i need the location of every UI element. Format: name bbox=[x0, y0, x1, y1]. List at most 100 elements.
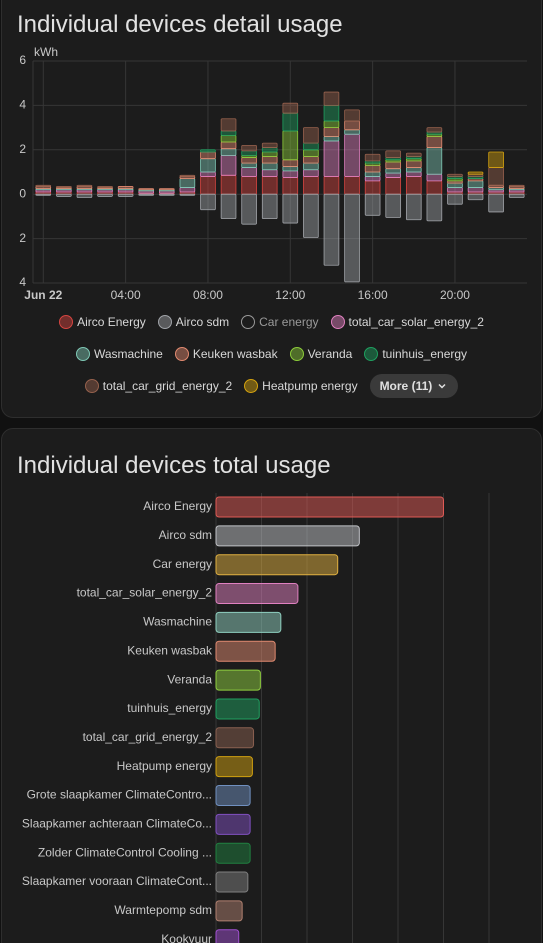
bar-segment bbox=[488, 193, 504, 213]
legend-item[interactable]: Airco Energy bbox=[59, 312, 146, 332]
chevron bbox=[438, 383, 446, 389]
bar-segment bbox=[220, 174, 237, 195]
bar-segment bbox=[138, 188, 155, 191]
bar-segment bbox=[282, 170, 299, 178]
bar-segment bbox=[303, 169, 319, 177]
legend-item[interactable]: Car energy bbox=[241, 312, 319, 332]
legend-label: Airco sdm bbox=[175, 315, 230, 329]
bar-segment bbox=[426, 173, 443, 182]
bar-segment bbox=[405, 171, 422, 177]
bar-segment bbox=[447, 182, 463, 188]
bar-segment bbox=[200, 151, 216, 160]
bar-segment bbox=[282, 112, 299, 132]
bar-segment bbox=[364, 193, 381, 216]
bar-segment bbox=[200, 176, 216, 195]
bar-segment bbox=[220, 193, 237, 220]
bar-segment bbox=[467, 180, 484, 188]
y-tick-label: Warmtepomp sdm bbox=[114, 903, 212, 917]
y-tick-label: Grote slaapkamer ClimateContro... bbox=[27, 788, 212, 802]
bar-segment bbox=[364, 164, 381, 173]
y-tick-label: 2 bbox=[19, 231, 26, 245]
bar-segment bbox=[488, 167, 504, 186]
bar-segment bbox=[323, 120, 340, 129]
legend-item[interactable]: Veranda bbox=[289, 344, 352, 364]
legend-item[interactable]: Keuken wasbak bbox=[174, 344, 278, 364]
bar-segment bbox=[303, 142, 319, 151]
bar bbox=[215, 756, 253, 778]
bar-segment bbox=[323, 140, 340, 177]
bar-segment bbox=[261, 193, 278, 220]
y-tick-label: Keuken wasbak bbox=[127, 643, 213, 657]
bar-segment bbox=[323, 105, 340, 122]
bar-segment bbox=[344, 129, 360, 135]
legend-label: Heatpump energy bbox=[262, 379, 358, 393]
x-tick-label: 08:00 bbox=[193, 288, 223, 302]
legend-label: total_car_grid_energy_2 bbox=[102, 379, 233, 393]
bar bbox=[215, 871, 249, 893]
bar-segment bbox=[385, 172, 402, 178]
bar-segment bbox=[282, 159, 299, 167]
bar-segment bbox=[282, 102, 299, 114]
legend-item[interactable]: total_car_solar_energy_2 bbox=[330, 312, 484, 332]
bar-segment bbox=[117, 186, 134, 190]
bar-segment bbox=[467, 193, 484, 201]
bar-segment bbox=[344, 120, 360, 131]
y-tick-label: Slaapkamer vooraan ClimateCont... bbox=[22, 874, 212, 888]
bar-segment bbox=[426, 127, 443, 133]
bar-segment bbox=[426, 147, 443, 175]
bar-segment bbox=[138, 193, 155, 196]
bar-segment bbox=[35, 184, 52, 187]
legend-swatch bbox=[84, 379, 99, 393]
bar-segment bbox=[303, 156, 319, 164]
bar-segment bbox=[385, 161, 402, 170]
legend-item[interactable]: Wasmachine bbox=[75, 344, 163, 364]
bar-segment bbox=[344, 133, 360, 177]
bar-segment bbox=[76, 184, 93, 187]
more-button[interactable]: More (11) bbox=[369, 374, 459, 398]
bar-segment bbox=[364, 180, 381, 195]
bar-segment bbox=[241, 157, 257, 164]
bar-segment bbox=[385, 168, 402, 174]
bar-segment bbox=[220, 154, 237, 176]
bar-segment bbox=[385, 150, 402, 158]
bar-segment bbox=[303, 162, 319, 171]
bar-segment bbox=[241, 162, 257, 168]
legend-item[interactable]: total_car_grid_energy_2 bbox=[84, 376, 233, 396]
bar-segment bbox=[261, 142, 278, 148]
legend-label: Wasmachine bbox=[93, 347, 163, 361]
bar-segment bbox=[282, 193, 299, 224]
y-tick-label: Heatpump energy bbox=[117, 759, 212, 773]
y-tick-label: total_car_solar_energy_2 bbox=[77, 586, 213, 600]
bar-segment bbox=[447, 173, 463, 177]
bar bbox=[215, 496, 444, 518]
legend-item[interactable]: Airco sdm bbox=[157, 312, 230, 332]
bar-segment bbox=[35, 193, 52, 196]
legend-item[interactable]: tuinhuis_energy bbox=[364, 344, 467, 364]
bar-segment bbox=[323, 193, 340, 266]
bar-segment bbox=[303, 176, 319, 195]
y-tick-label: Veranda bbox=[167, 672, 212, 686]
bar-segment bbox=[200, 158, 216, 173]
legend-item[interactable]: Heatpump energy bbox=[244, 376, 358, 396]
bar bbox=[215, 554, 339, 576]
y-tick-label: Kookvuur bbox=[161, 932, 212, 943]
bar-segment bbox=[303, 149, 319, 157]
bar bbox=[215, 727, 255, 749]
bar bbox=[215, 698, 260, 720]
bar-segment bbox=[158, 193, 175, 196]
bar-segment bbox=[364, 171, 381, 177]
bar-segment bbox=[508, 193, 525, 198]
bar bbox=[215, 813, 251, 835]
bar-segment bbox=[447, 193, 463, 205]
legend-label: Keuken wasbak bbox=[192, 347, 278, 361]
bar-segment bbox=[76, 193, 93, 198]
y-tick-label: 6 bbox=[19, 53, 26, 67]
bar-segment bbox=[426, 193, 443, 222]
legend-swatch bbox=[241, 315, 256, 329]
chart-title: Individual devices total usage bbox=[17, 452, 331, 479]
bar-segment bbox=[447, 187, 463, 193]
bar-segment bbox=[97, 186, 113, 188]
x-tick-label: Jun 22 bbox=[24, 288, 62, 302]
bar-segment bbox=[241, 176, 257, 195]
